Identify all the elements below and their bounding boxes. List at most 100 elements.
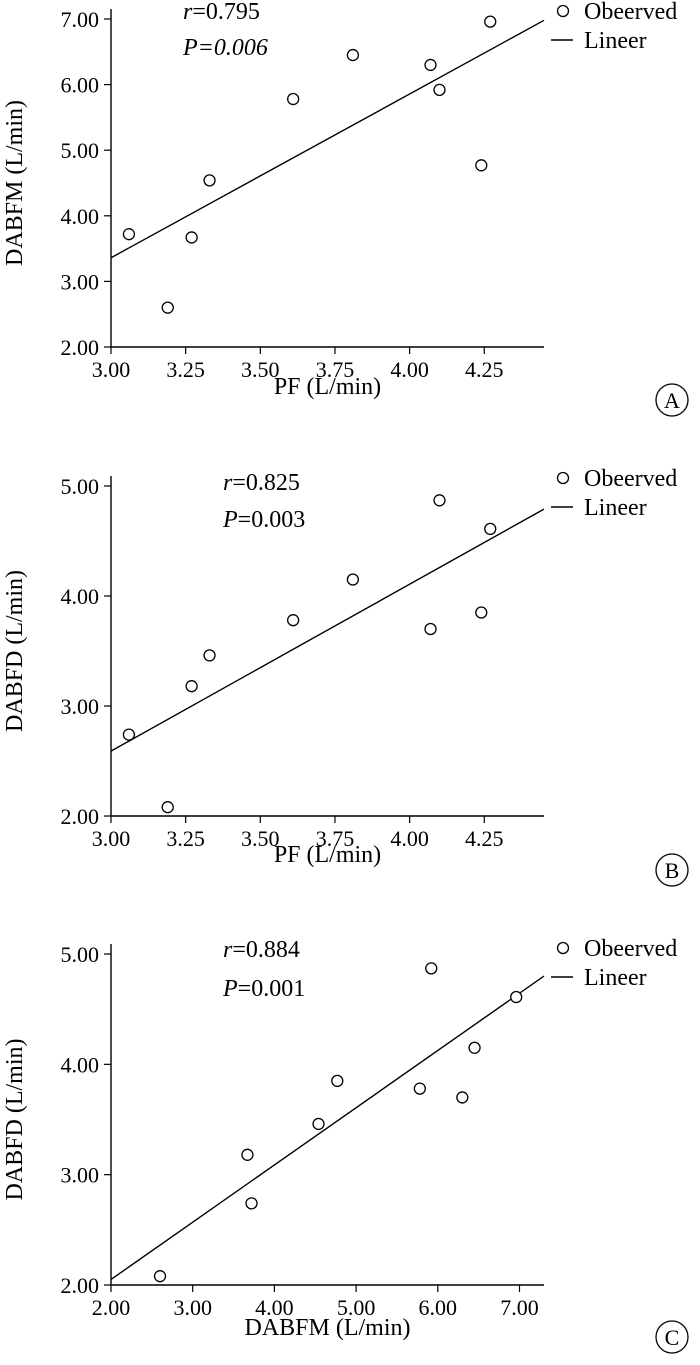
x-tick-label: 4.00 [390, 826, 429, 851]
data-point [484, 15, 497, 28]
r-symbol: r [223, 470, 233, 496]
data-point [456, 1091, 469, 1104]
data-point [161, 801, 174, 814]
legend: Obeerved Lineer [551, 936, 677, 991]
p-symbol: P [222, 976, 238, 1002]
data-point [312, 1117, 325, 1131]
y-tick-label: 2.00 [61, 1273, 100, 1298]
data-point [475, 606, 488, 619]
y-tick-label: 4.00 [61, 584, 100, 609]
r-symbol: r [223, 937, 233, 963]
r-statistic: r=0.884 [223, 937, 300, 963]
y-tick-label: 5.00 [61, 942, 100, 967]
data-point [245, 1197, 258, 1210]
legend-marker-observed [556, 4, 570, 18]
data-point [510, 990, 523, 1004]
y-axis-title: DABFD (L/min) [2, 1039, 28, 1201]
data-point [287, 614, 300, 627]
x-tick-label: 4.25 [465, 826, 504, 851]
y-tick-label: 5.00 [61, 474, 100, 499]
p-value: =0.001 [238, 976, 306, 1002]
y-tick-label: 2.00 [61, 335, 100, 360]
p-value: =0.003 [238, 507, 306, 533]
data-point [185, 231, 198, 244]
fit-line [110, 508, 545, 752]
x-tick-label: 5.00 [337, 1295, 376, 1320]
x-tick-label: 2.00 [92, 1295, 131, 1320]
data-point [203, 174, 216, 187]
data-point [203, 649, 216, 662]
y-tick-label: 5.00 [61, 138, 100, 163]
data-point [287, 92, 300, 106]
x-tick-label: 4.00 [390, 357, 429, 382]
data-point [475, 159, 488, 172]
p-statistic: P=0.003 [222, 507, 305, 533]
x-tick-label: 3.75 [316, 357, 355, 382]
legend-marker-observed [556, 941, 570, 955]
panel-letter-circle [655, 853, 689, 887]
legend-label-linear: Lineer [584, 495, 647, 521]
r-value: =0.795 [192, 0, 260, 25]
legend-label-linear: Lineer [584, 965, 647, 991]
x-tick-label: 3.75 [316, 826, 355, 851]
data-point [413, 1082, 426, 1095]
x-tick-label: 3.25 [166, 826, 205, 851]
panel-letter: C [665, 1325, 680, 1350]
x-tick-label: 3.00 [92, 826, 131, 851]
fit-line [110, 975, 545, 1281]
data-point [433, 83, 446, 96]
x-tick-label: 4.25 [465, 357, 504, 382]
data-point [153, 1270, 167, 1283]
y-tick-label: 3.00 [61, 269, 100, 294]
y-tick-label: 7.00 [61, 7, 100, 32]
p-statistic: P=0.006 [182, 35, 268, 61]
data-point [468, 1041, 481, 1054]
legend-label-observed: Obeerved [584, 0, 677, 25]
x-tick-label: 3.25 [166, 357, 205, 382]
data-point [424, 622, 437, 636]
data-point [161, 301, 174, 314]
data-point [122, 728, 136, 741]
y-tick-label: 3.00 [61, 1163, 100, 1188]
x-tick-label: 4.00 [255, 1295, 294, 1320]
data-point [122, 228, 136, 241]
data-point [424, 58, 437, 72]
data-point [484, 522, 497, 536]
r-value: =0.825 [232, 470, 300, 496]
y-axis-title: DABFM (L/min) [2, 100, 28, 266]
x-axis-title: DABFM (L/min) [244, 1315, 410, 1341]
legend-marker-observed [556, 471, 570, 485]
x-tick-label: 3.50 [241, 826, 280, 851]
p-symbol: P [222, 507, 238, 533]
panel-letter-circle [655, 1320, 689, 1354]
r-statistic: r=0.825 [223, 470, 300, 496]
y-tick-label: 4.00 [61, 204, 100, 229]
x-tick-label: 3.00 [173, 1295, 212, 1320]
panel-letter-circle [655, 383, 689, 417]
x-tick-label: 3.00 [92, 357, 131, 382]
x-tick-label: 7.00 [500, 1295, 539, 1320]
panel-letter: B [665, 858, 680, 883]
chart-panel-b: 3.00 3.25 3.50 3.75 4.00 4.252.003.004.005.00… [2, 466, 689, 887]
fit-line [110, 19, 545, 259]
legend: Obeerved Lineer [551, 0, 677, 54]
data-point [185, 680, 198, 693]
chart-panel-c: 2.00 3.00 4.00 5.00 6.00 7.00 2.00 3.00 4.00 5.00… [2, 936, 689, 1354]
data-point [346, 48, 360, 62]
p-symbol: P [182, 35, 198, 61]
data-point [425, 962, 438, 975]
y-tick-label: 6.00 [61, 73, 100, 98]
data-point [241, 1148, 254, 1161]
legend: Obeerved Lineer [551, 466, 677, 521]
x-tick-label: 6.00 [419, 1295, 458, 1320]
y-tick-label: 2.00 [61, 804, 100, 829]
p-value: =0.006 [198, 35, 268, 61]
x-axis-title: PF (L/min) [274, 842, 381, 868]
r-value: =0.884 [232, 937, 300, 963]
x-axis-title: PF (L/min) [274, 374, 381, 400]
chart-panel-a: 3.00 3.25 3.50 3.75 4.00 4.252.003.004.005.00… [2, 0, 689, 417]
legend-label-observed: Obeerved [584, 936, 677, 962]
legend-label-observed: Obeerved [584, 466, 677, 492]
r-symbol: r [183, 0, 193, 25]
y-tick-label: 3.00 [61, 694, 100, 719]
